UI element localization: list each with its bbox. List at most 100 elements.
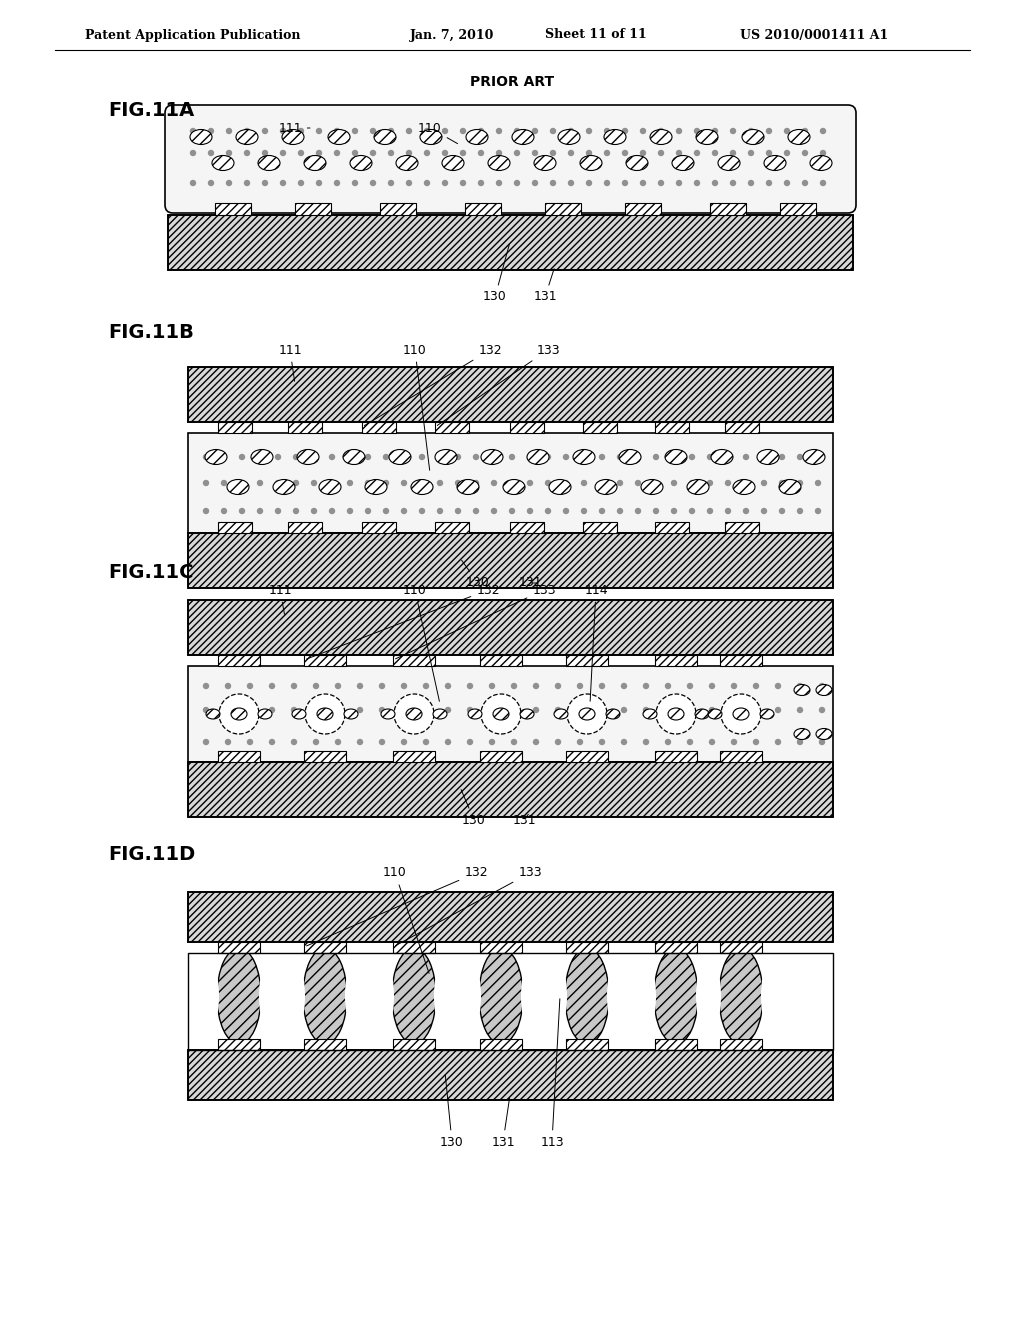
Ellipse shape <box>547 961 567 1031</box>
Text: 110: 110 <box>383 866 429 973</box>
Ellipse shape <box>374 961 394 1031</box>
Ellipse shape <box>761 961 781 1031</box>
Circle shape <box>294 454 299 459</box>
Text: 131: 131 <box>534 269 557 304</box>
Circle shape <box>473 454 478 459</box>
Circle shape <box>743 508 749 513</box>
Bar <box>625 203 662 215</box>
Text: PRIOR ART: PRIOR ART <box>470 75 554 88</box>
Circle shape <box>820 181 825 186</box>
Circle shape <box>281 150 286 156</box>
Circle shape <box>347 508 352 513</box>
Bar <box>710 203 746 215</box>
Circle shape <box>551 181 555 186</box>
Circle shape <box>640 181 645 186</box>
Circle shape <box>643 684 648 689</box>
Text: 130: 130 <box>462 560 489 590</box>
Circle shape <box>640 128 645 133</box>
Circle shape <box>226 128 231 133</box>
Circle shape <box>352 150 357 156</box>
Circle shape <box>347 454 352 459</box>
Ellipse shape <box>654 948 698 1044</box>
Circle shape <box>803 128 808 133</box>
Ellipse shape <box>392 948 436 1044</box>
Bar <box>725 521 759 533</box>
Circle shape <box>445 739 451 744</box>
Circle shape <box>262 181 267 186</box>
Bar <box>725 422 759 433</box>
Ellipse shape <box>595 479 617 495</box>
Circle shape <box>330 480 335 486</box>
Ellipse shape <box>297 450 319 465</box>
Circle shape <box>798 480 803 486</box>
Circle shape <box>473 508 478 513</box>
Circle shape <box>587 150 592 156</box>
Ellipse shape <box>565 948 609 1044</box>
Circle shape <box>352 128 357 133</box>
Text: 131: 131 <box>512 813 536 826</box>
Circle shape <box>820 150 825 156</box>
Circle shape <box>582 454 587 459</box>
Ellipse shape <box>259 961 279 1031</box>
Ellipse shape <box>606 709 620 719</box>
Ellipse shape <box>618 450 641 465</box>
Bar <box>380 203 416 215</box>
Ellipse shape <box>433 709 447 719</box>
Circle shape <box>424 739 428 744</box>
Ellipse shape <box>328 129 350 144</box>
Circle shape <box>599 739 604 744</box>
Circle shape <box>563 508 568 513</box>
Ellipse shape <box>695 709 709 719</box>
Ellipse shape <box>534 156 556 170</box>
Ellipse shape <box>466 129 488 144</box>
Ellipse shape <box>481 450 503 465</box>
Circle shape <box>335 150 340 156</box>
Circle shape <box>568 128 573 133</box>
Circle shape <box>489 739 495 744</box>
Circle shape <box>527 454 532 459</box>
Bar <box>480 655 522 667</box>
Bar <box>288 422 322 433</box>
Circle shape <box>473 480 478 486</box>
Circle shape <box>204 684 209 689</box>
Ellipse shape <box>527 450 549 465</box>
Circle shape <box>388 181 393 186</box>
Circle shape <box>658 150 664 156</box>
Circle shape <box>599 480 604 486</box>
Bar <box>780 203 816 215</box>
Circle shape <box>677 181 682 186</box>
Circle shape <box>622 684 627 689</box>
Circle shape <box>262 150 267 156</box>
Ellipse shape <box>434 961 454 1031</box>
Circle shape <box>437 454 442 459</box>
Circle shape <box>653 480 658 486</box>
Circle shape <box>694 150 699 156</box>
Ellipse shape <box>641 479 663 495</box>
Bar <box>168 215 853 271</box>
Circle shape <box>730 150 735 156</box>
Circle shape <box>204 708 209 713</box>
Circle shape <box>582 508 587 513</box>
Circle shape <box>617 508 623 513</box>
Circle shape <box>269 739 274 744</box>
Circle shape <box>425 128 429 133</box>
Text: FIG.11A: FIG.11A <box>108 100 195 120</box>
Circle shape <box>743 454 749 459</box>
Circle shape <box>299 150 303 156</box>
Circle shape <box>292 708 297 713</box>
Circle shape <box>219 694 259 734</box>
Circle shape <box>262 128 267 133</box>
Ellipse shape <box>696 961 716 1031</box>
Bar <box>510 521 544 533</box>
Circle shape <box>599 684 604 689</box>
Circle shape <box>636 454 640 459</box>
Circle shape <box>388 150 393 156</box>
Ellipse shape <box>319 479 341 495</box>
Circle shape <box>316 181 322 186</box>
Circle shape <box>666 708 671 713</box>
Circle shape <box>567 694 607 734</box>
Circle shape <box>568 150 573 156</box>
Circle shape <box>478 128 483 133</box>
Text: 110: 110 <box>418 121 458 144</box>
Circle shape <box>708 508 713 513</box>
